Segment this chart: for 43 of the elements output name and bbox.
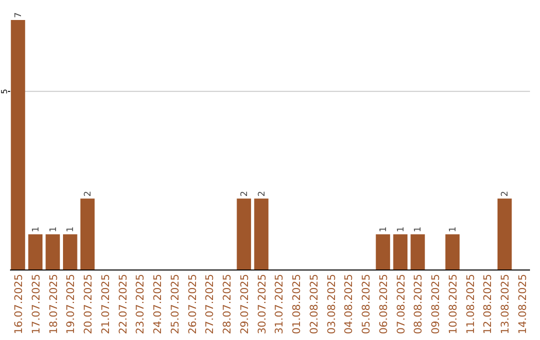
data-label: 1 bbox=[31, 226, 42, 232]
x-tick-label: 24.07.2025 bbox=[152, 274, 164, 334]
x-tick-label: 26.07.2025 bbox=[186, 274, 199, 334]
x-tick-label: 19.07.2025 bbox=[65, 274, 78, 334]
data-label: 2 bbox=[84, 190, 94, 197]
x-tick-label: 31.07.2025 bbox=[274, 274, 286, 334]
data-label: 1 bbox=[414, 226, 424, 232]
x-tick-label: 13.08.2025 bbox=[500, 274, 512, 334]
x-tick-label: 07.08.2025 bbox=[395, 274, 408, 334]
data-label: 7 bbox=[14, 12, 24, 18]
y-tick-label: 5 bbox=[0, 88, 9, 94]
data-label: 1 bbox=[66, 226, 76, 232]
x-tick-label: 14.08.2025 bbox=[517, 274, 530, 334]
x-tick-label: 11.08.2025 bbox=[464, 274, 477, 334]
x-tick-label: 30.07.2025 bbox=[256, 274, 268, 334]
x-tick-label: 03.08.2025 bbox=[326, 274, 338, 334]
data-label: 1 bbox=[378, 226, 389, 232]
x-tick-label: 27.07.2025 bbox=[204, 274, 216, 334]
x-tick-label: 16.07.2025 bbox=[12, 274, 25, 334]
data-label: 2 bbox=[240, 190, 250, 197]
x-tick-label: 22.07.2025 bbox=[117, 274, 130, 334]
data-label: 1 bbox=[396, 226, 406, 232]
x-tick-label: 08.08.2025 bbox=[412, 274, 425, 334]
x-tick-label: 10.08.2025 bbox=[447, 274, 460, 334]
x-tick-label: 02.08.2025 bbox=[308, 274, 320, 334]
data-label: 1 bbox=[48, 226, 59, 232]
x-tick-label: 29.07.2025 bbox=[238, 274, 251, 334]
data-label: 1 bbox=[448, 226, 458, 232]
x-tick-label: 21.07.2025 bbox=[100, 274, 112, 334]
x-tick-label: 20.07.2025 bbox=[82, 274, 95, 334]
x-tick-label: 18.07.2025 bbox=[48, 274, 60, 334]
x-tick-label: 01.08.2025 bbox=[291, 274, 304, 334]
x-tick-label: 23.07.2025 bbox=[134, 274, 147, 334]
x-tick-label: 17.07.2025 bbox=[30, 274, 42, 334]
x-tick-label: 05.08.2025 bbox=[360, 274, 373, 334]
x-tick-label: 09.08.2025 bbox=[430, 274, 442, 334]
x-tick-label: 04.08.2025 bbox=[343, 274, 356, 334]
x-tick-label: 06.08.2025 bbox=[378, 274, 390, 334]
x-tick-label: 28.07.2025 bbox=[222, 274, 234, 334]
data-label: 2 bbox=[500, 190, 511, 197]
x-tick-label: 12.08.2025 bbox=[482, 274, 494, 334]
data-label: 2 bbox=[257, 190, 268, 197]
x-tick-label: 25.07.2025 bbox=[169, 274, 182, 334]
